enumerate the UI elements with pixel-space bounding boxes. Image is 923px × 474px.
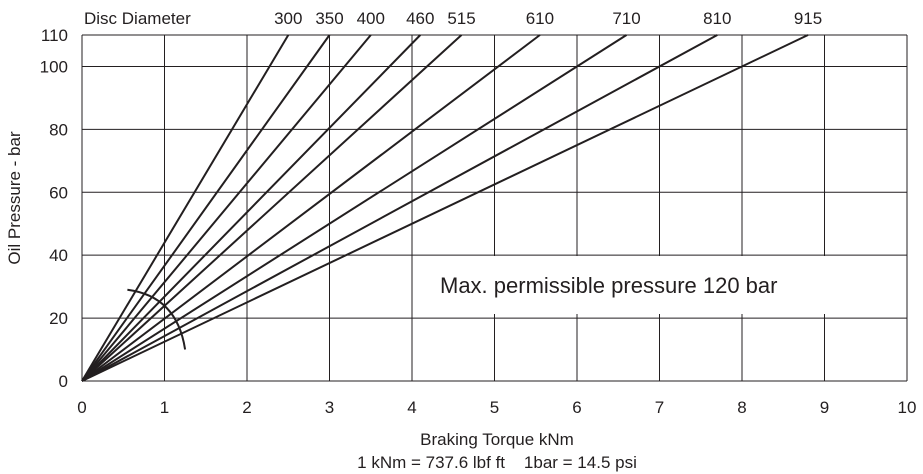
series-line-915 [81,34,809,382]
y-tick-label: 20 [49,309,68,328]
series-line-610 [81,34,541,382]
x-tick-label: 1 [160,398,169,417]
series-label-350: 350 [315,9,343,28]
y-tick-label: 0 [59,372,68,391]
x-axis-ticks: 0 1 2 3 4 5 6 7 8 9 10 [77,398,916,417]
unit-conversion-note: 1 kNm = 737.6 lbf ft 1bar = 14.5 psi [357,453,637,472]
y-axis-ticks: 0 20 40 60 80 100 110 [40,26,68,391]
series-line-810 [81,34,718,382]
x-tick-label: 2 [242,398,251,417]
y-tick-label: 40 [49,246,68,265]
series-line-350 [81,34,331,382]
x-tick-label: 7 [655,398,664,417]
y-axis-title: Oil Pressure - bar [5,131,24,265]
y-tick-label: 110 [41,26,68,45]
x-tick-label: 8 [737,398,746,417]
series-label-810: 810 [703,9,731,28]
y-tick-label: 80 [49,120,68,139]
legend-title: Disc Diameter [84,9,191,28]
series-labels: 300 350 400 460 515 610 710 810 915 [274,9,822,28]
series-line-300 [81,34,290,382]
annotation-box [418,256,902,314]
series-label-300: 300 [274,9,302,28]
x-tick-label: 0 [77,398,86,417]
y-tick-label: 100 [40,57,68,76]
minimum-pressure-arc [127,288,187,350]
series-label-710: 710 [612,9,640,28]
series-label-515: 515 [447,9,475,28]
max-pressure-annotation: Max. permissible pressure 120 bar [440,273,777,298]
x-axis-title: Braking Torque kNm [420,430,574,449]
x-tick-label: 3 [325,398,334,417]
series-label-915: 915 [794,9,822,28]
series-line-400 [81,34,372,382]
x-tick-label: 9 [820,398,829,417]
x-tick-label: 6 [572,398,581,417]
x-tick-label: 10 [898,398,917,417]
series-label-400: 400 [357,9,385,28]
x-tick-label: 4 [407,398,416,417]
y-tick-label: 60 [49,183,68,202]
series-label-460: 460 [406,9,434,28]
series-label-610: 610 [526,9,554,28]
series-line-515 [81,34,463,382]
series-line-460 [81,34,422,382]
chart-grid [81,34,908,382]
series-lines [81,34,809,382]
series-line-710 [81,34,628,382]
x-tick-label: 5 [490,398,499,417]
